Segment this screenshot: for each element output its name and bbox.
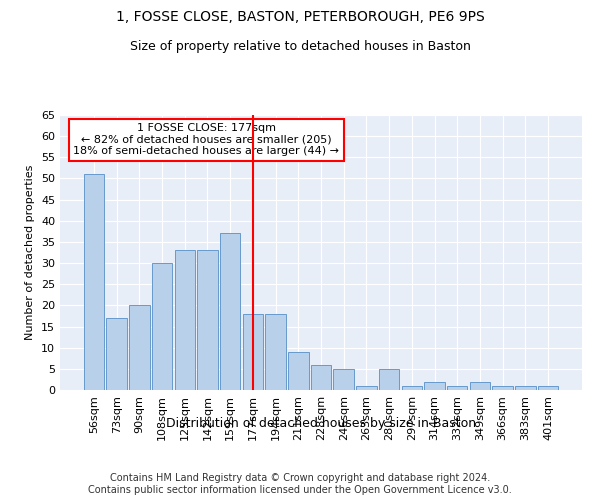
Bar: [470, 382, 490, 390]
Bar: [288, 352, 308, 390]
Text: 1 FOSSE CLOSE: 177sqm
← 82% of detached houses are smaller (205)
18% of semi-det: 1 FOSSE CLOSE: 177sqm ← 82% of detached …: [73, 123, 339, 156]
Bar: [379, 369, 400, 390]
Bar: [493, 386, 513, 390]
Text: 1, FOSSE CLOSE, BASTON, PETERBOROUGH, PE6 9PS: 1, FOSSE CLOSE, BASTON, PETERBOROUGH, PE…: [116, 10, 484, 24]
Text: Distribution of detached houses by size in Baston: Distribution of detached houses by size …: [166, 418, 476, 430]
Text: Contains HM Land Registry data © Crown copyright and database right 2024.
Contai: Contains HM Land Registry data © Crown c…: [88, 474, 512, 495]
Bar: [334, 369, 354, 390]
Bar: [447, 386, 467, 390]
Bar: [197, 250, 218, 390]
Bar: [152, 263, 172, 390]
Text: Size of property relative to detached houses in Baston: Size of property relative to detached ho…: [130, 40, 470, 53]
Bar: [175, 250, 195, 390]
Bar: [265, 314, 286, 390]
Bar: [84, 174, 104, 390]
Bar: [129, 306, 149, 390]
Bar: [515, 386, 536, 390]
Bar: [106, 318, 127, 390]
Bar: [538, 386, 558, 390]
Y-axis label: Number of detached properties: Number of detached properties: [25, 165, 35, 340]
Bar: [311, 364, 331, 390]
Bar: [242, 314, 263, 390]
Bar: [356, 386, 377, 390]
Bar: [401, 386, 422, 390]
Bar: [220, 234, 241, 390]
Bar: [424, 382, 445, 390]
